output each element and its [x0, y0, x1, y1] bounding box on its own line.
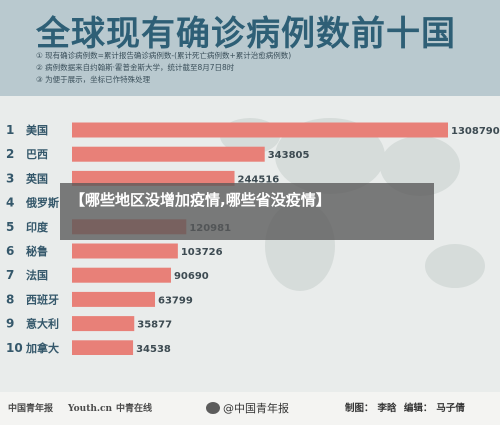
rank-label: 10: [6, 341, 23, 355]
map-shape: [380, 136, 460, 196]
note-line: ① 现有确诊病例数=累计报告确诊病例数-(累计死亡病例数+累计治愈病例数): [36, 51, 292, 60]
weibo-handle[interactable]: @中国青年报: [206, 401, 289, 417]
bar: [72, 291, 156, 307]
map-shape: [425, 244, 485, 288]
bar: [72, 146, 265, 162]
bar: [72, 122, 448, 138]
value-label: 1308790: [451, 126, 500, 137]
bar: [72, 243, 178, 259]
value-label: 244516: [238, 174, 280, 185]
weibo-icon: [206, 402, 220, 414]
header-banner: 全球现有确诊病例数前十国 ① 现有确诊病例数=累计报告确诊病例数-(累计死亡病例…: [0, 0, 500, 96]
category-label: 俄罗斯: [25, 196, 59, 210]
maker-label: 制图：: [345, 403, 374, 414]
category-label: 西班牙: [26, 292, 59, 306]
value-label: 34538: [136, 344, 171, 355]
logo-cyd: 中国青年报: [8, 404, 54, 414]
value-label: 63799: [158, 295, 193, 306]
credits: 制图： 李晗 编辑： 马子倩: [345, 401, 469, 417]
rank-label: 5: [6, 220, 14, 234]
maker-name: 李晗: [377, 403, 397, 414]
note-line: ③ 为便于展示，坐标已作特殊处理: [36, 75, 151, 84]
category-label: 美国: [26, 123, 48, 137]
headline-text[interactable]: 【哪些地区没增加疫情,哪些省没疫情】: [70, 191, 331, 209]
rank-label: 6: [6, 244, 14, 258]
category-label: 加拿大: [25, 341, 59, 355]
rank-label: 2: [6, 147, 14, 161]
category-label: 印度: [26, 220, 49, 234]
rank-label: 7: [6, 268, 14, 282]
rank-label: 9: [6, 317, 14, 331]
value-label: 103726: [181, 247, 223, 258]
note-line: ② 病例数据来自约翰斯·霍普金斯大学，统计截至8月7日8时: [36, 63, 235, 72]
bar: [72, 316, 135, 332]
editor-label: 编辑：: [403, 403, 433, 414]
bar: [72, 267, 171, 283]
category-label: 法国: [26, 268, 48, 282]
value-label: 343805: [268, 150, 310, 161]
weibo-text: @中国青年报: [223, 402, 289, 415]
rank-label: 3: [6, 171, 14, 185]
category-label: 意大利: [26, 317, 59, 331]
category-label: 巴西: [26, 148, 48, 161]
rank-label: 4: [6, 196, 14, 210]
editor-name: 马子倩: [436, 403, 465, 414]
rank-label: 8: [6, 292, 14, 306]
headline-overlay[interactable]: 【哪些地区没增加疫情,哪些省没疫情】: [60, 183, 434, 240]
category-label: 英国: [25, 171, 48, 185]
bar: [72, 170, 235, 186]
page-title: 全球现有确诊病例数前十国: [36, 14, 456, 54]
value-label: 90690: [174, 271, 209, 282]
logo-youth: Youth.cn: [68, 404, 113, 414]
category-label: 秘鲁: [26, 244, 48, 258]
notes: ① 现有确诊病例数=累计报告确诊病例数-(累计死亡病例数+累计治愈病例数) ② …: [36, 50, 291, 86]
rank-label: 1: [6, 123, 14, 137]
value-label: 35877: [137, 320, 172, 331]
logo-cyol: 中青在线: [116, 404, 153, 414]
bar: [72, 340, 134, 355]
footer: 中国青年报 Youth.cn 中青在线 @中国青年报 制图： 李晗 编辑： 马子倩: [0, 392, 500, 425]
